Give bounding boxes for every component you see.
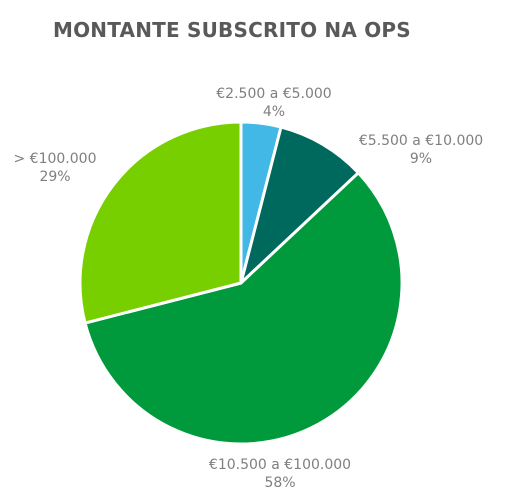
slice-percent-label-1: 4% <box>263 104 285 120</box>
slice-category-label-1: €2.500 a €5.000 <box>216 86 331 102</box>
slice-category-label-4: > €100.000 <box>14 151 97 167</box>
slice-category-label-2: €5.500 a €10.000 <box>359 133 483 149</box>
slice-percent-label-2: 9% <box>410 151 432 167</box>
pie-slice-3 <box>83 171 404 446</box>
slice-percent-label-3: 58% <box>264 475 295 491</box>
slice-percent-label-4: 29% <box>39 169 70 185</box>
chart-title: MONTANTE SUBSCRITO NA OPS <box>53 18 411 42</box>
slice-category-label-3: €10.500 a €100.000 <box>209 457 351 473</box>
pie-slice-2 <box>239 125 360 285</box>
pie-slice-4 <box>78 120 243 325</box>
